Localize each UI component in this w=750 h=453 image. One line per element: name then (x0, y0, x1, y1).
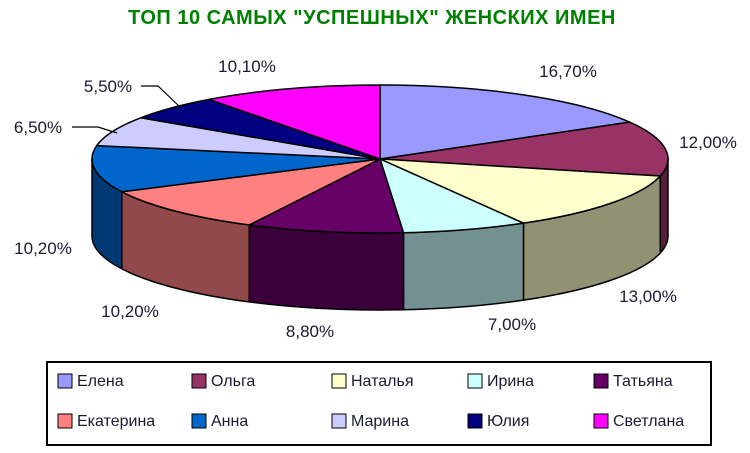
pie-slice (379, 158, 525, 234)
slice-percent-label: 5,50% (84, 77, 132, 96)
legend-label: Екатерина (77, 413, 155, 430)
pie-side-walls (91, 158, 669, 311)
legend-item: Ольга (191, 373, 255, 390)
legend-swatch (593, 413, 609, 429)
legend-label: Ольга (211, 373, 255, 390)
label-leader-lines (72, 85, 182, 134)
pie-slice-wall (248, 224, 405, 311)
legend-swatch (191, 413, 207, 429)
pie-top-faces (91, 84, 669, 234)
legend-label: Татьяна (613, 373, 673, 390)
pie-slice (96, 117, 381, 160)
leader-line (72, 126, 118, 134)
legend-label: Светлана (613, 413, 684, 430)
legend-item: Наталья (331, 373, 413, 390)
pie-slice-wall (402, 222, 525, 311)
slice-percent-label: 10,10% (218, 57, 276, 76)
legend-label: Елена (77, 373, 124, 390)
legend-swatch (191, 373, 207, 389)
legend-item: Екатерина (57, 413, 155, 430)
slice-percent-label: 8,80% (286, 322, 334, 341)
slice-percent-label: 7,00% (488, 315, 536, 334)
legend-label: Юлия (487, 413, 529, 430)
slice-percent-label: 10,20% (101, 302, 159, 321)
legend-swatch (57, 373, 73, 389)
legend: Елена Ольга Наталья Ирина Татьяна Екатерина Ан… (46, 361, 712, 446)
legend-item: Анна (191, 413, 248, 430)
legend-swatch (467, 373, 483, 389)
legend-item: Юлия (467, 413, 529, 430)
chart-title: ТОП 10 САМЫХ "УСПЕШНЫХ" ЖЕНСКИХ ИМЕН (128, 7, 616, 29)
legend-label: Наталья (351, 373, 413, 390)
legend-swatch (467, 413, 483, 429)
slice-percent-label: 13,00% (619, 287, 677, 306)
slice-percent-label: 12,00% (679, 133, 737, 152)
legend-swatch (57, 413, 73, 429)
legend-swatch (331, 373, 347, 389)
legend-label: Ирина (487, 373, 534, 390)
legend-item: Елена (57, 373, 124, 390)
legend-swatch (331, 413, 347, 429)
slice-percent-label: 10,20% (14, 239, 72, 258)
pie-slice (379, 121, 669, 177)
pie-slice (121, 158, 381, 226)
pie-slice (379, 158, 662, 224)
legend-label: Марина (351, 413, 409, 430)
pie-slice (91, 144, 381, 193)
pie-slice (379, 84, 631, 160)
legend-item: Ирина (467, 373, 534, 390)
legend-item: Марина (331, 413, 409, 430)
leader-line (141, 85, 182, 109)
slice-percent-labels: 16,70% 12,00% 13,00% 7,00% 8,80% 10,20% 10,20%… (14, 57, 737, 341)
pie-slice (248, 158, 405, 234)
legend-item: Татьяна (593, 373, 673, 390)
pie-slice (208, 84, 381, 160)
legend-label: Анна (211, 413, 248, 430)
slice-percent-label: 16,70% (539, 62, 597, 81)
legend-swatch (593, 373, 609, 389)
slice-percent-label: 6,50% (14, 118, 62, 137)
legend-item: Светлана (593, 413, 684, 430)
